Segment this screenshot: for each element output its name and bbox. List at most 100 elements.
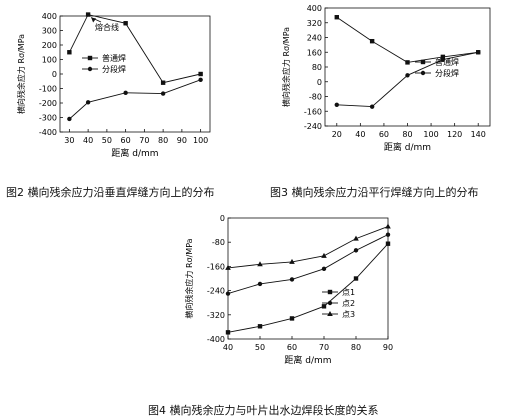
data-point <box>198 77 203 83</box>
data-point <box>257 261 263 267</box>
chart-fig3: 20 40 60 80 100 120 140 -240 -160 -80 0 80 160 240 320… <box>281 4 491 153</box>
y-tick-label: -160 <box>207 262 225 271</box>
y-tick-label: -240 <box>304 122 322 131</box>
x-tick-label: 20 <box>332 130 342 139</box>
x-tick-label: 60 <box>121 136 131 145</box>
y-tick-label: 400 <box>42 12 57 21</box>
y-tick-label: -300 <box>39 114 57 123</box>
data-point <box>321 304 327 309</box>
data-point <box>385 223 391 229</box>
series-line-1 <box>227 243 389 333</box>
x-tick-label: 40 <box>223 343 233 352</box>
plot-frame <box>59 15 211 133</box>
x-axis-label: 距离 d/mm <box>384 141 431 153</box>
data-point <box>321 252 327 258</box>
series-line-2 <box>69 79 201 120</box>
y-tick-label: -80 <box>309 93 322 102</box>
y-tick-label: -200 <box>39 99 57 108</box>
data-point <box>225 264 231 270</box>
x-tick-label: 50 <box>102 136 112 145</box>
x-tick-label: 100 <box>423 130 438 139</box>
legend-marker <box>87 66 93 72</box>
data-point <box>369 104 375 109</box>
data-point <box>67 116 72 122</box>
data-point <box>385 241 391 246</box>
legend-label: 分段焊 <box>435 68 459 78</box>
legend-label: 普通焊 <box>435 57 459 67</box>
series-line-1 <box>68 14 201 84</box>
chart-fig2: 30 40 50 60 70 80 90 100 -400 -300 -200 -100 0 100 200… <box>16 12 211 159</box>
data-point <box>405 60 410 65</box>
data-point <box>385 232 391 237</box>
y-axis-label: 横向残余应力 Rσ/MPa <box>16 34 26 114</box>
y-tick-label: 400 <box>307 4 322 13</box>
x-tick-label: 80 <box>351 343 361 352</box>
annotation-arrowhead <box>91 17 97 23</box>
data-point <box>123 21 128 26</box>
data-point <box>225 291 231 296</box>
y-tick-label: 100 <box>42 56 57 65</box>
data-point <box>85 100 91 105</box>
y-tick-label: -80 <box>212 238 225 247</box>
y-tick-label: 240 <box>307 34 322 43</box>
data-point <box>160 80 166 85</box>
series-line-3 <box>227 226 389 269</box>
data-point <box>289 316 295 321</box>
data-point <box>257 324 263 329</box>
y-tick-label: 200 <box>42 41 57 50</box>
legend-marker <box>420 70 426 76</box>
legend-marker <box>420 59 426 65</box>
legend-marker <box>327 311 333 316</box>
y-tick-label: -400 <box>207 335 225 344</box>
data-point <box>405 73 410 78</box>
y-tick-label: 300 <box>42 27 57 36</box>
data-point <box>257 281 263 287</box>
x-tick-label: 70 <box>319 343 329 352</box>
data-point <box>440 54 446 60</box>
legend-label: 点1 <box>342 288 355 297</box>
y-tick-label: 80 <box>312 63 322 72</box>
caption-fig3: 图3 横向残余应力沿平行焊缝方向上的分布 <box>270 186 479 199</box>
x-tick-label: 140 <box>471 130 486 139</box>
y-tick-label: 0 <box>52 70 57 79</box>
legend-label: 普通焊 <box>102 53 126 63</box>
x-tick-label: 90 <box>177 136 187 145</box>
x-tick-label: 50 <box>255 343 265 352</box>
x-tick-label: 60 <box>379 130 389 139</box>
x-tick-label: 40 <box>83 136 93 145</box>
data-point <box>289 277 295 282</box>
data-point <box>160 91 166 96</box>
series-line-2 <box>227 234 389 295</box>
x-tick-label: 60 <box>287 343 297 352</box>
series-line-1 <box>336 16 479 63</box>
data-point <box>353 235 359 241</box>
legend-marker <box>327 289 333 295</box>
caption-fig2: 图2 横向残余应力沿垂直焊缝方向上的分布 <box>6 186 215 199</box>
data-point <box>321 266 327 272</box>
data-point <box>476 50 481 55</box>
y-axis-label: 横向残余应力 Rσ/MPa <box>184 238 194 318</box>
legend-label: 点2 <box>342 299 355 308</box>
data-point <box>369 38 375 44</box>
x-tick-label: 70 <box>139 136 149 145</box>
x-tick-label: 30 <box>64 136 74 145</box>
x-axis-label: 距离 d/mm <box>111 147 158 159</box>
data-point <box>198 71 203 77</box>
chart-fig4: 40 50 60 70 80 90 -400 -320 -240 -160 -80 0 距离 d/mm 横… <box>184 214 393 366</box>
x-tick-label: 100 <box>193 136 208 145</box>
y-tick-label: -240 <box>207 287 225 296</box>
data-point <box>67 50 72 55</box>
y-tick-label: 160 <box>307 48 322 57</box>
y-tick-label: 0 <box>317 78 322 87</box>
data-point <box>334 102 339 107</box>
data-point <box>225 330 231 335</box>
data-point <box>353 248 359 253</box>
annotation-label: 熔合线 <box>95 22 119 32</box>
x-tick-label: 80 <box>158 136 168 145</box>
y-tick-label: 0 <box>220 214 225 223</box>
x-tick-label: 40 <box>355 130 365 139</box>
plot-frame <box>227 217 389 340</box>
x-tick-label: 90 <box>383 343 393 352</box>
y-tick-label: 320 <box>307 19 322 28</box>
